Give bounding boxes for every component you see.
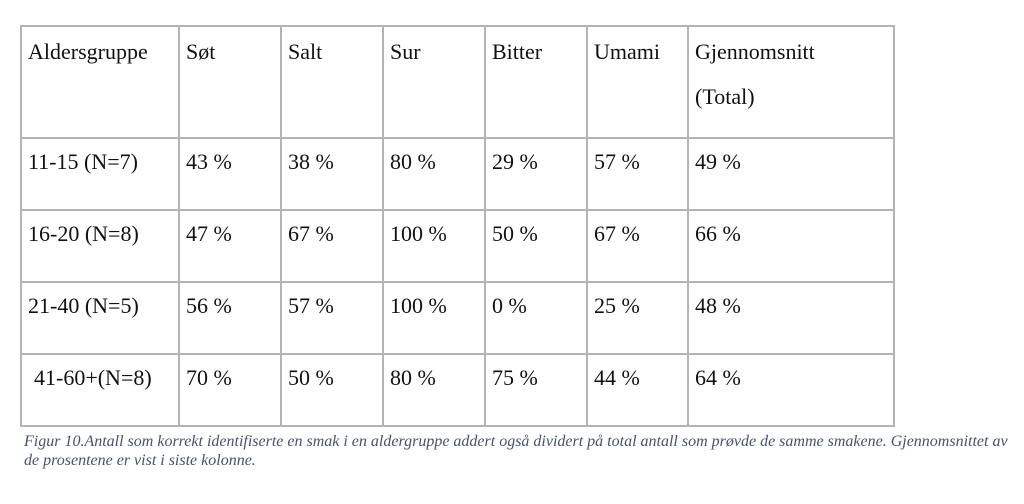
header-cell: Umami (586, 25, 689, 139)
row-label: 41-60+(N=8) (20, 353, 180, 427)
table-cell: 0 % (484, 281, 588, 355)
table-cell: 57 % (280, 281, 384, 355)
header-cell: Gjennomsnitt (Total) (687, 25, 895, 139)
table-cell: 75 % (484, 353, 588, 427)
header-cell: Salt (280, 25, 384, 139)
table-cell: 100 % (382, 209, 486, 283)
table-cell: 80 % (382, 353, 486, 427)
table-row: 11-15 (N=7) 43 % 38 % 80 % 29 % 57 % 49 % (20, 137, 895, 211)
header-text: Salt (288, 39, 323, 64)
header-text: Søt (186, 39, 216, 64)
table-cell: 50 % (484, 209, 588, 283)
row-label: 16-20 (N=8) (20, 209, 180, 283)
table-cell: 25 % (586, 281, 689, 355)
header-text: Sur (390, 39, 421, 64)
header-cell: Sur (382, 25, 486, 139)
table-cell: 38 % (280, 137, 384, 211)
header-text: Bitter (492, 39, 543, 64)
table-cell: 48 % (687, 281, 895, 355)
table-body: 11-15 (N=7) 43 % 38 % 80 % 29 % 57 % 49 % 16-20… (20, 137, 895, 427)
table-cell: 100 % (382, 281, 486, 355)
table-cell: 29 % (484, 137, 588, 211)
table-cell: 57 % (586, 137, 689, 211)
table-cell: 64 % (687, 353, 895, 427)
header-text: Gjennomsnitt (Total) (695, 39, 815, 109)
table-cell: 80 % (382, 137, 486, 211)
header-cell: Bitter (484, 25, 588, 139)
header-cell: Søt (178, 25, 282, 139)
header-cell: Aldersgruppe (20, 25, 180, 139)
table-cell: 49 % (687, 137, 895, 211)
results-table: Aldersgruppe Søt Salt Sur Bitter Umami Gjennom… (20, 25, 895, 427)
header-text: Aldersgruppe (28, 39, 148, 64)
row-label: 21-40 (N=5) (20, 281, 180, 355)
table-cell: 50 % (280, 353, 384, 427)
table-row: 41-60+(N=8) 70 % 50 % 80 % 75 % 44 % 64 % (20, 353, 895, 427)
table-row: 16-20 (N=8) 47 % 67 % 100 % 50 % 67 % 66 % (20, 209, 895, 283)
header-text: Umami (594, 39, 660, 64)
table-cell: 67 % (280, 209, 384, 283)
table-cell: 47 % (178, 209, 282, 283)
table-cell: 70 % (178, 353, 282, 427)
table-row: 21-40 (N=5) 56 % 57 % 100 % 0 % 25 % 48 % (20, 281, 895, 355)
table-cell: 66 % (687, 209, 895, 283)
table-cell: 67 % (586, 209, 689, 283)
table-cell: 56 % (178, 281, 282, 355)
header-row: Aldersgruppe Søt Salt Sur Bitter Umami Gjennom… (20, 25, 895, 139)
figure-caption: Figur 10.Antall som korrekt identifisert… (24, 433, 1008, 469)
row-label: 11-15 (N=7) (20, 137, 180, 211)
table-cell: 43 % (178, 137, 282, 211)
table-cell: 44 % (586, 353, 689, 427)
